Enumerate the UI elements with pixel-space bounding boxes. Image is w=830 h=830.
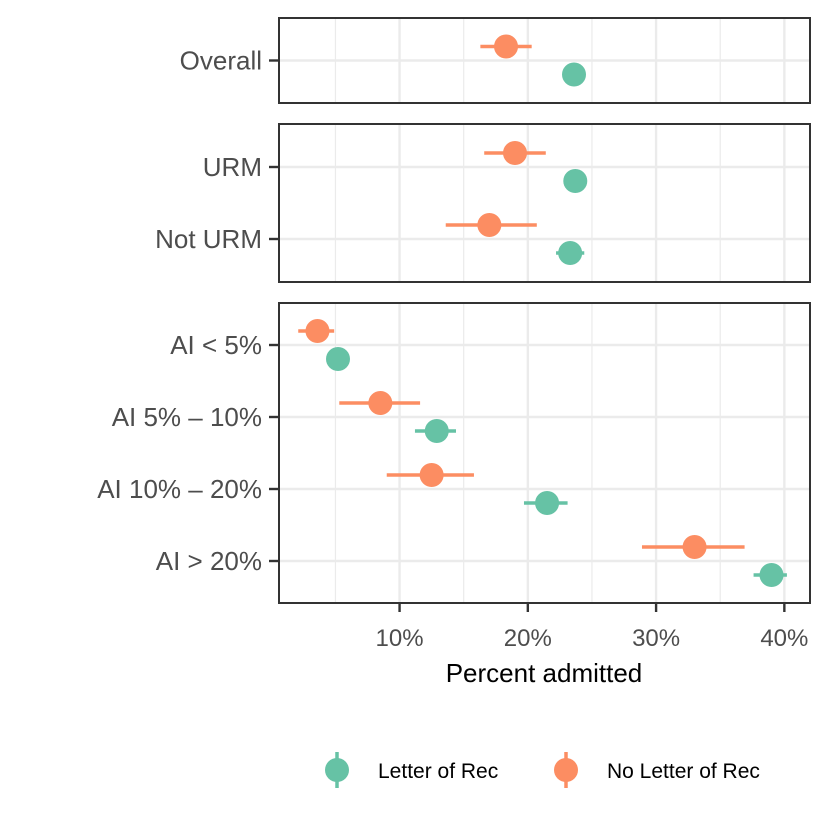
point-letter-of-rec <box>563 169 588 193</box>
panel-background <box>279 303 810 603</box>
x-tick-label: 10% <box>376 625 424 652</box>
category-label: AI 5% – 10% <box>112 402 262 432</box>
category-label: Overall <box>180 46 262 76</box>
point-no-letter-of-rec <box>419 463 444 487</box>
legend-key-point <box>325 758 349 782</box>
category-label: AI < 5% <box>170 330 262 360</box>
panel-border <box>278 123 811 283</box>
point-no-letter-of-rec <box>682 535 707 559</box>
point-no-letter-of-rec <box>477 213 502 237</box>
legend-key-point <box>554 758 578 782</box>
point-letter-of-rec <box>535 491 560 515</box>
x-tick-label: 20% <box>504 625 552 652</box>
x-axis: 10% 20% 30% 40% <box>376 603 808 652</box>
legend-item: Letter of Rec <box>325 752 498 788</box>
x-tick-label: 40% <box>760 625 808 652</box>
point-no-letter-of-rec <box>503 141 527 165</box>
category-label: AI > 20% <box>156 546 262 576</box>
panel-1: Overall <box>180 17 811 104</box>
panel-2: URM Not URM <box>155 123 811 283</box>
point-letter-of-rec <box>326 347 350 371</box>
panel-border <box>278 17 811 104</box>
category-label: URM <box>203 152 262 182</box>
panels-layer: Overall URM Not URM AI < 5% AI 5% – 10% AI 10… <box>97 17 811 604</box>
point-letter-of-rec <box>558 241 583 265</box>
x-tick-label: 30% <box>632 625 680 652</box>
category-label: Not URM <box>155 224 262 254</box>
point-no-letter-of-rec <box>305 319 330 343</box>
panel-border <box>278 302 811 604</box>
category-label: AI 10% – 20% <box>97 474 262 504</box>
point-no-letter-of-rec <box>368 391 393 415</box>
x-axis-title: Percent admitted <box>446 658 643 688</box>
legend-label: No Letter of Rec <box>607 760 760 783</box>
legend-item: No Letter of Rec <box>554 752 760 788</box>
panel-background <box>279 124 810 282</box>
legend: Letter of Rec No Letter of Rec <box>325 752 760 788</box>
panel-3: AI < 5% AI 5% – 10% AI 10% – 20% AI > 20% <box>97 302 811 604</box>
point-letter-of-rec <box>562 62 586 87</box>
legend-label: Letter of Rec <box>378 760 498 783</box>
point-letter-of-rec <box>759 563 784 587</box>
point-no-letter-of-rec <box>494 34 519 59</box>
point-letter-of-rec <box>424 419 449 443</box>
